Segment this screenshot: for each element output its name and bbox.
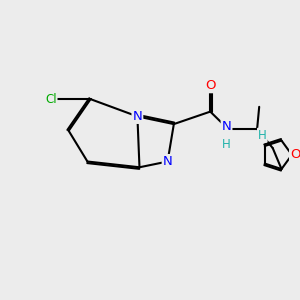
Text: O: O — [205, 79, 215, 92]
Text: O: O — [290, 148, 300, 161]
Text: Cl: Cl — [45, 93, 57, 106]
Text: N: N — [222, 120, 231, 133]
Text: H: H — [222, 138, 231, 151]
Text: N: N — [163, 155, 172, 168]
Text: N: N — [133, 110, 142, 123]
Text: H: H — [258, 129, 267, 142]
